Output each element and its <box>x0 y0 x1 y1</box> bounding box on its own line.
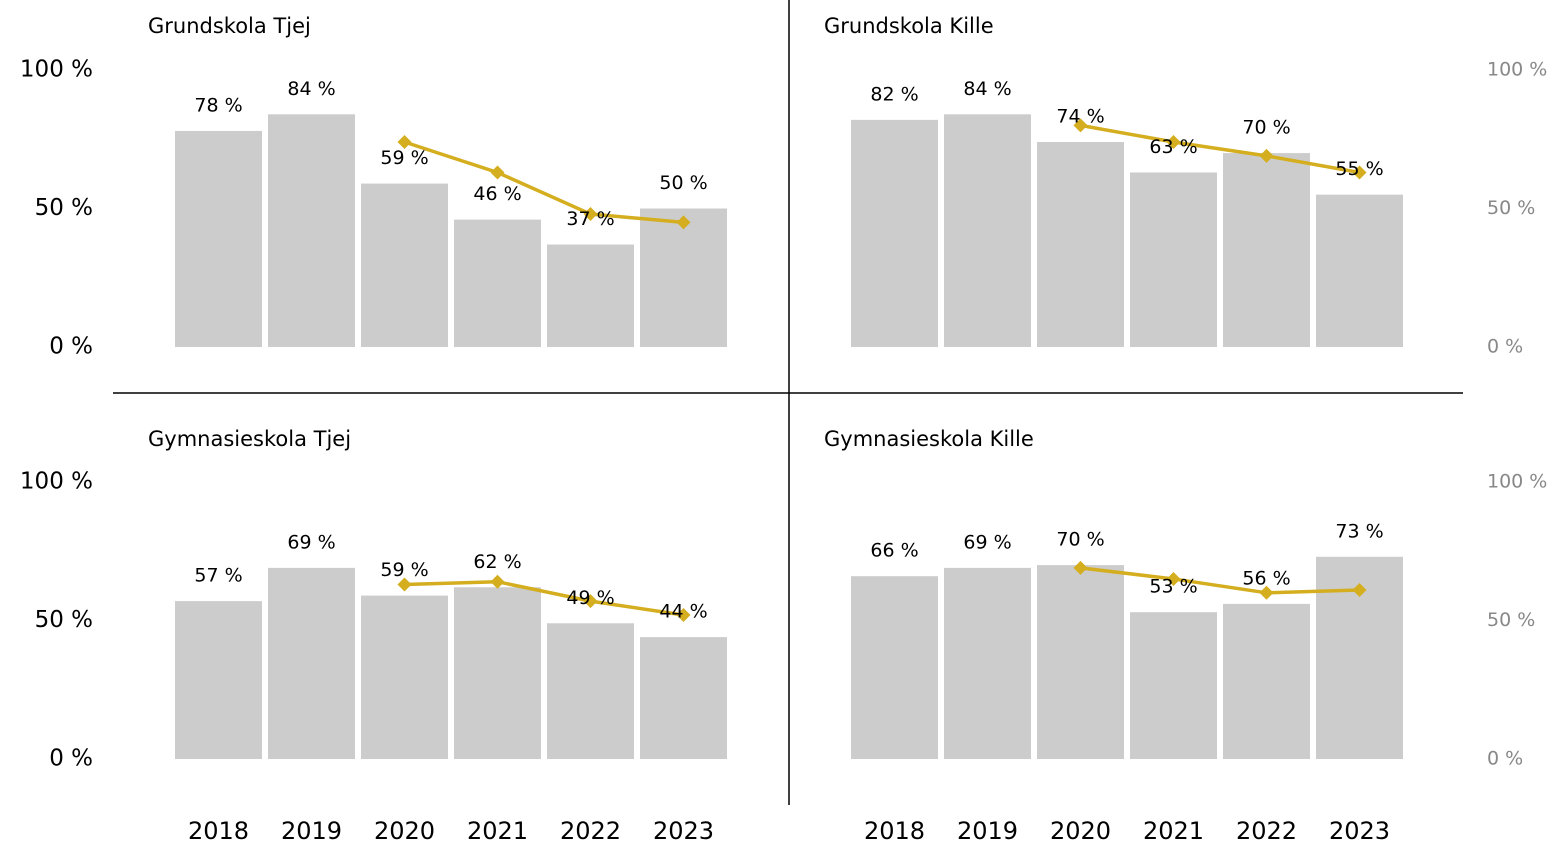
x-tick-label: 2019 <box>281 817 342 845</box>
bar <box>1316 194 1403 347</box>
bar <box>454 219 541 347</box>
bar <box>175 601 262 759</box>
value-label: 46 % <box>473 183 521 205</box>
value-label: 37 % <box>566 208 614 230</box>
y-tick-label: 0 % <box>1487 336 1523 358</box>
panel-title: Grundskola Kille <box>824 14 994 38</box>
value-label: 44 % <box>659 601 707 623</box>
bar <box>1037 565 1124 759</box>
x-tick-label: 2022 <box>560 817 621 845</box>
bar <box>944 114 1031 347</box>
value-label: 50 % <box>659 172 707 194</box>
line-marker <box>490 574 505 589</box>
x-tick-label: 2021 <box>467 817 528 845</box>
line-marker <box>397 135 412 150</box>
x-tick-label: 2023 <box>653 817 714 845</box>
panel-title: Gymnasieskola Kille <box>824 427 1034 451</box>
line-marker <box>1259 585 1274 600</box>
value-label: 70 % <box>1242 117 1290 139</box>
bar <box>547 244 634 347</box>
bar <box>175 130 262 347</box>
value-label: 84 % <box>287 78 335 100</box>
bar <box>640 208 727 347</box>
value-label: 66 % <box>870 540 918 562</box>
value-label: 53 % <box>1149 576 1197 598</box>
line-marker <box>1166 135 1181 150</box>
value-label: 59 % <box>380 147 428 169</box>
value-label: 69 % <box>963 531 1011 553</box>
bar <box>454 587 541 759</box>
y-tick-label: 50 % <box>35 607 93 633</box>
value-label: 56 % <box>1242 567 1290 589</box>
y-tick-label: 100 % <box>20 57 93 83</box>
line-marker <box>1073 560 1088 575</box>
value-label: 84 % <box>963 78 1011 100</box>
line <box>403 140 684 225</box>
bar <box>547 623 634 759</box>
y-tick-label: 50 % <box>35 195 93 221</box>
x-tick-label: 2020 <box>374 817 435 845</box>
value-label: 78 % <box>194 94 242 116</box>
line-marker <box>583 594 598 609</box>
x-tick-label: 2020 <box>1050 817 1111 845</box>
bar <box>1037 142 1124 347</box>
bar <box>268 114 355 347</box>
value-label: 70 % <box>1056 529 1104 551</box>
line-marker <box>676 607 691 622</box>
value-label: 49 % <box>566 587 614 609</box>
value-label: 55 % <box>1335 158 1383 180</box>
line <box>1080 123 1360 175</box>
bar <box>944 567 1031 759</box>
bar <box>268 567 355 759</box>
line-marker <box>490 165 505 180</box>
line-marker <box>397 577 412 592</box>
x-tick-label: 2022 <box>1236 817 1297 845</box>
value-label: 63 % <box>1149 136 1197 158</box>
bar <box>361 595 448 759</box>
bar <box>640 637 727 759</box>
value-label: 82 % <box>870 83 918 105</box>
bar <box>1130 172 1217 347</box>
line-marker <box>1352 583 1367 598</box>
bar <box>1223 603 1310 759</box>
y-tick-label: 100 % <box>20 469 93 495</box>
y-tick-label: 100 % <box>1487 471 1547 493</box>
value-label: 57 % <box>194 565 242 587</box>
y-tick-label: 50 % <box>1487 197 1535 219</box>
value-label: 59 % <box>380 559 428 581</box>
value-label: 74 % <box>1056 106 1104 128</box>
line-marker <box>676 215 691 230</box>
line-marker <box>1166 571 1181 586</box>
value-label: 62 % <box>473 551 521 573</box>
x-tick-label: 2018 <box>864 817 925 845</box>
panel-title: Grundskola Tjej <box>148 14 311 38</box>
value-label: 69 % <box>287 531 335 553</box>
line-marker <box>1073 118 1088 133</box>
line <box>1080 566 1360 595</box>
line-marker <box>1259 148 1274 163</box>
y-tick-label: 100 % <box>1487 59 1547 81</box>
line-marker <box>1352 165 1367 180</box>
panel-title: Gymnasieskola Tjej <box>148 427 351 451</box>
x-tick-label: 2021 <box>1143 817 1204 845</box>
line <box>404 579 684 617</box>
bar <box>1130 612 1217 759</box>
y-tick-label: 0 % <box>49 334 93 360</box>
x-tick-label: 2018 <box>188 817 249 845</box>
y-tick-label: 0 % <box>1487 748 1523 770</box>
bar <box>851 119 938 347</box>
bar <box>851 576 938 759</box>
bar <box>1223 153 1310 347</box>
x-tick-label: 2023 <box>1329 817 1390 845</box>
value-label: 73 % <box>1335 520 1383 542</box>
y-tick-label: 50 % <box>1487 609 1535 631</box>
line-marker <box>583 207 598 222</box>
x-tick-label: 2019 <box>957 817 1018 845</box>
bar <box>361 183 448 347</box>
y-tick-label: 0 % <box>49 746 93 772</box>
